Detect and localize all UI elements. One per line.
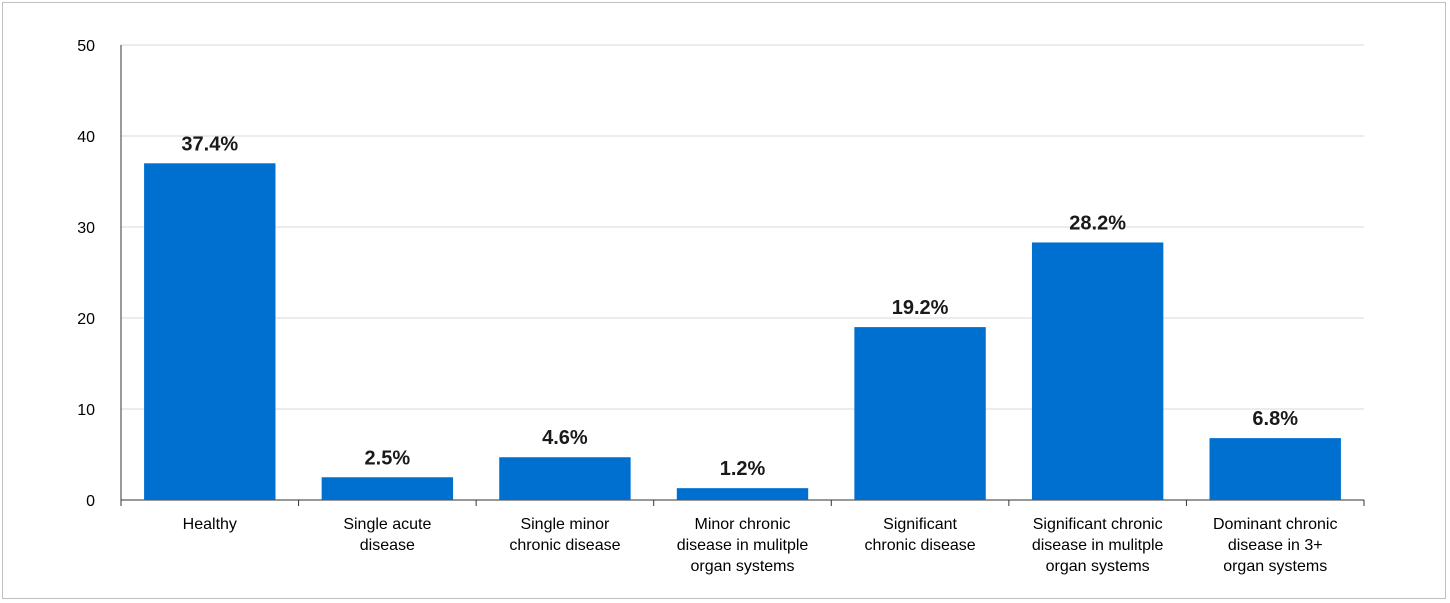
- data-label: 1.2%: [720, 458, 766, 480]
- category-label: organ systems: [1223, 558, 1327, 575]
- y-tick-label: 40: [77, 129, 95, 146]
- bar-chart: 0 10 20 30 40 50 37.4% Healthy 2.5% Single acute d…: [77, 38, 1365, 575]
- y-tick-label: 0: [86, 493, 95, 510]
- category-label: Significant chronic: [1033, 516, 1163, 533]
- bar: [144, 163, 276, 501]
- category-label: Minor chronic: [694, 516, 790, 533]
- category-label: disease in mulitple: [677, 537, 809, 554]
- category-label: organ systems: [1046, 558, 1150, 575]
- data-label: 37.4%: [181, 133, 238, 155]
- category-label: disease in mulitple: [1032, 537, 1164, 554]
- category-label: disease in 3+: [1228, 537, 1323, 554]
- y-tick-label: 10: [77, 402, 95, 419]
- y-tick-label: 30: [77, 220, 95, 237]
- category-label: disease: [360, 537, 415, 554]
- bar: [854, 327, 986, 500]
- category-label: chronic disease: [864, 537, 975, 554]
- bar: [499, 457, 631, 500]
- category-label: Healthy: [183, 516, 237, 533]
- category-label: chronic disease: [509, 537, 620, 554]
- category-label: organ systems: [690, 558, 794, 575]
- category-label: Single minor: [520, 516, 610, 533]
- category-label: Dominant chronic: [1213, 516, 1338, 533]
- data-label: 2.5%: [365, 447, 411, 469]
- bar: [676, 488, 809, 500]
- y-tick-label: 50: [77, 38, 95, 55]
- data-label: 4.6%: [542, 427, 588, 449]
- category-label: Single acute: [343, 516, 431, 533]
- category-label: Significant: [883, 516, 957, 533]
- bar: [1031, 242, 1164, 500]
- y-tick-label: 20: [77, 311, 95, 328]
- data-label: 19.2%: [892, 297, 949, 319]
- bar: [321, 477, 454, 500]
- bar: [1209, 438, 1341, 500]
- data-label: 6.8%: [1252, 408, 1298, 430]
- data-label: 28.2%: [1069, 212, 1126, 234]
